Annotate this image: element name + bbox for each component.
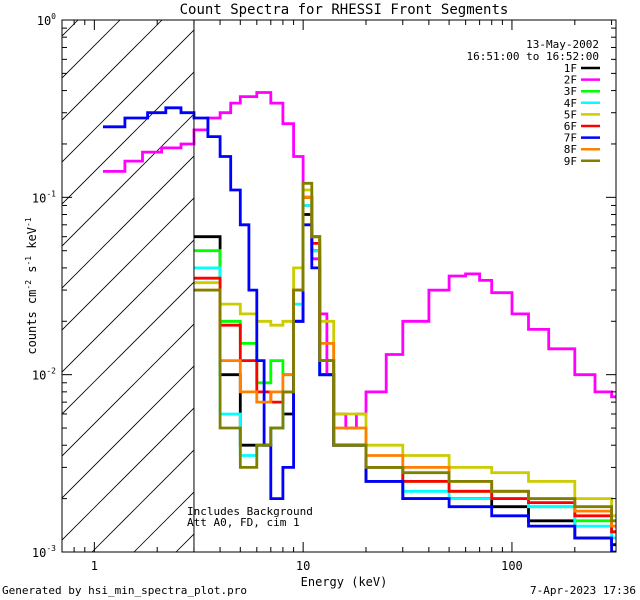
hatch-line	[62, 407, 194, 541]
x-tick-label: 1	[91, 559, 98, 573]
legend-label-5f: 5F	[564, 108, 577, 121]
hatch-line	[62, 155, 194, 289]
hatch-line	[62, 197, 194, 331]
y-tick-label: 100	[37, 12, 56, 28]
observation-date: 13-May-2002	[526, 38, 599, 51]
axis-ticks: 10 100 1 100 10-1 10-2 10-3	[32, 12, 616, 573]
hatch-line	[62, 29, 194, 163]
x-tick-label: 100	[501, 559, 523, 573]
annotation-attenuator: Att A0, FD, cim 1	[187, 516, 300, 529]
series-line-7f	[103, 106, 616, 552]
hatch-line	[62, 323, 194, 457]
footer-timestamp: 7-Apr-2023 17:36	[530, 584, 636, 597]
legend-label-1f: 1F	[564, 62, 577, 75]
legend-label-7f: 7F	[564, 132, 577, 145]
svg-text:counts cm-2 s-1 keV-1: counts cm-2 s-1 keV-1	[24, 217, 39, 354]
series-layer	[103, 91, 616, 552]
x-tick-label: 10	[296, 559, 310, 573]
y-tick-label: 10-3	[32, 544, 56, 560]
legend-label-8f: 8F	[564, 143, 577, 156]
legend-label-4f: 4F	[564, 97, 577, 110]
y-tick-label: 10-2	[32, 367, 56, 383]
annotation-background: Includes Background	[187, 505, 313, 518]
series-line-2f	[103, 91, 616, 430]
hatched-region	[0, 0, 194, 552]
series-line-9f	[194, 181, 616, 523]
legend-label-6f: 6F	[564, 120, 577, 133]
legend-label-3f: 3F	[564, 85, 577, 98]
hatch-line	[62, 239, 194, 373]
hatch-line	[62, 20, 79, 37]
hatch-line	[91, 449, 194, 552]
legend-label-2f: 2F	[564, 74, 577, 87]
legend-label-9f: 9F	[564, 155, 577, 168]
y-axis-label: counts cm-2 s-1 keV-1	[24, 217, 39, 354]
hatch-line	[0, 0, 22, 552]
hatch-line	[62, 365, 194, 499]
time-range: 16:51:00 to 16:52:00	[467, 50, 599, 63]
y-tick-label: 10-1	[32, 189, 56, 205]
footer-generated-by: Generated by hsi_min_spectra_plot.pro	[2, 584, 248, 597]
plot-frame	[61, 19, 617, 553]
chart-title: Count Spectra for RHESSI Front Segments	[180, 2, 509, 18]
hatch-line	[62, 20, 163, 121]
x-axis-label: Energy (keV)	[301, 575, 388, 589]
hatch-line	[62, 281, 194, 415]
hatch-line	[62, 71, 194, 205]
